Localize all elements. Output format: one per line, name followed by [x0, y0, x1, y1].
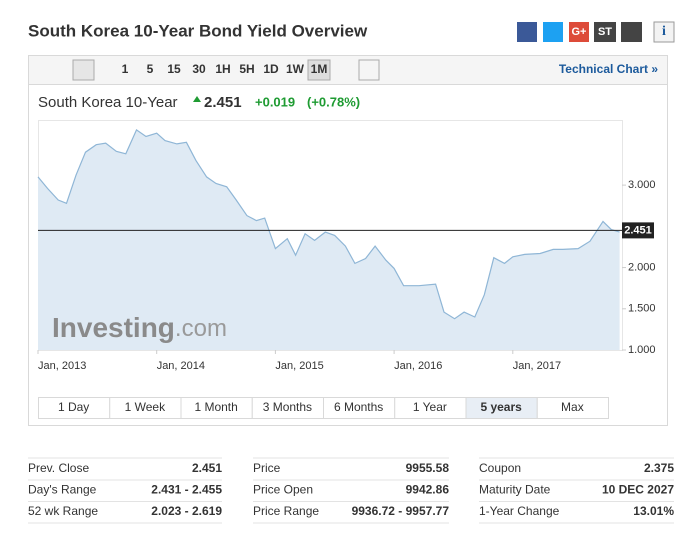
st-label: ST — [598, 26, 612, 38]
info-icon[interactable] — [653, 21, 675, 43]
x-tick-label: Jan, 2013 — [38, 360, 86, 372]
stat-value: 9936.72 - 9957.77 — [352, 504, 450, 518]
y-tick-label: 1.000 — [628, 344, 656, 356]
y-tick-label: 1.500 — [628, 303, 656, 315]
watermark-main: Investing — [52, 312, 175, 343]
interval-button[interactable]: 1H — [215, 62, 230, 76]
stat-value: 13.01% — [633, 504, 674, 518]
info-label: i — [662, 24, 666, 39]
interval-button[interactable]: 1W — [286, 62, 305, 76]
mail-icon[interactable] — [621, 22, 642, 42]
watermark-suffix: .com — [175, 315, 227, 342]
interval-active — [307, 59, 331, 81]
stat-label: Price Open — [253, 483, 313, 497]
up-arrow — [193, 96, 201, 102]
range-label[interactable]: 1 Month — [194, 400, 237, 414]
x-tick-label: Jan, 2016 — [394, 360, 442, 372]
range-label[interactable]: 5 years — [480, 400, 522, 414]
range-label[interactable]: 1 Year — [413, 400, 447, 414]
chart-frame — [28, 55, 668, 426]
interval-button[interactable]: 15 — [167, 62, 181, 76]
interval-button[interactable]: 1D — [263, 62, 279, 76]
line-chart-button[interactable] — [72, 59, 95, 81]
gplus-icon[interactable] — [569, 22, 589, 42]
x-tick-label: Jan, 2015 — [275, 360, 323, 372]
stat-value: 2.451 — [192, 461, 222, 475]
range-button[interactable] — [536, 397, 609, 419]
interval-button[interactable]: 1M — [311, 62, 328, 76]
chart-settings-button[interactable] — [358, 59, 380, 81]
stat-label: Price Range — [253, 504, 319, 518]
stat-value: 2.375 — [644, 461, 674, 475]
x-tick-label: Jan, 2017 — [513, 360, 561, 372]
stat-value: 9942.86 — [406, 483, 450, 497]
stat-label: 52 wk Range — [28, 504, 98, 518]
stat-value: 10 DEC 2027 — [602, 483, 674, 497]
x-tick-label: Jan, 2014 — [157, 360, 205, 372]
interval-button[interactable]: 1 — [122, 62, 129, 76]
range-label[interactable]: Max — [561, 400, 584, 414]
range-label[interactable]: 1 Day — [58, 400, 89, 414]
stat-label: Coupon — [479, 461, 521, 475]
quote-name: South Korea 10-Year — [38, 94, 178, 111]
twitter-icon[interactable] — [543, 22, 563, 42]
y-tick-label: 3.000 — [628, 179, 656, 191]
quote-change: +0.019 — [255, 94, 295, 109]
stat-value: 9955.58 — [406, 461, 450, 475]
toolbar — [29, 56, 667, 84]
stat-label: Price — [253, 461, 281, 475]
range-label[interactable]: 3 Months — [263, 400, 312, 414]
technical-chart-link[interactable]: Technical Chart » — [559, 62, 658, 76]
stat-label: 1-Year Change — [479, 504, 560, 518]
watermark: Investing.com — [52, 312, 227, 343]
y-tick-label: 2.000 — [628, 261, 656, 273]
interval-button[interactable]: 5 — [147, 62, 154, 76]
quote-change-pct: (+0.78%) — [307, 94, 360, 109]
stat-value: 2.431 - 2.455 — [151, 483, 222, 497]
stat-label: Prev. Close — [28, 461, 89, 475]
range-label[interactable]: 1 Week — [125, 400, 166, 414]
current-value-box — [622, 222, 654, 239]
current-value-label: 2.451 — [624, 224, 652, 236]
stat-label: Day's Range — [28, 483, 97, 497]
line — [37, 128, 620, 320]
area — [38, 129, 620, 350]
interval-button[interactable]: 5H — [239, 62, 254, 76]
quote-last: 2.451 — [204, 94, 242, 111]
facebook-icon[interactable] — [517, 22, 537, 42]
stocktwits-icon[interactable] — [594, 22, 616, 42]
stat-value: 2.023 - 2.619 — [151, 504, 222, 518]
range-label[interactable]: 6 Months — [334, 400, 383, 414]
gplus-label: G+ — [572, 26, 587, 38]
page-title: South Korea 10-Year Bond Yield Overview — [28, 21, 368, 40]
stat-label: Maturity Date — [479, 483, 551, 497]
interval-button[interactable]: 30 — [192, 62, 206, 76]
